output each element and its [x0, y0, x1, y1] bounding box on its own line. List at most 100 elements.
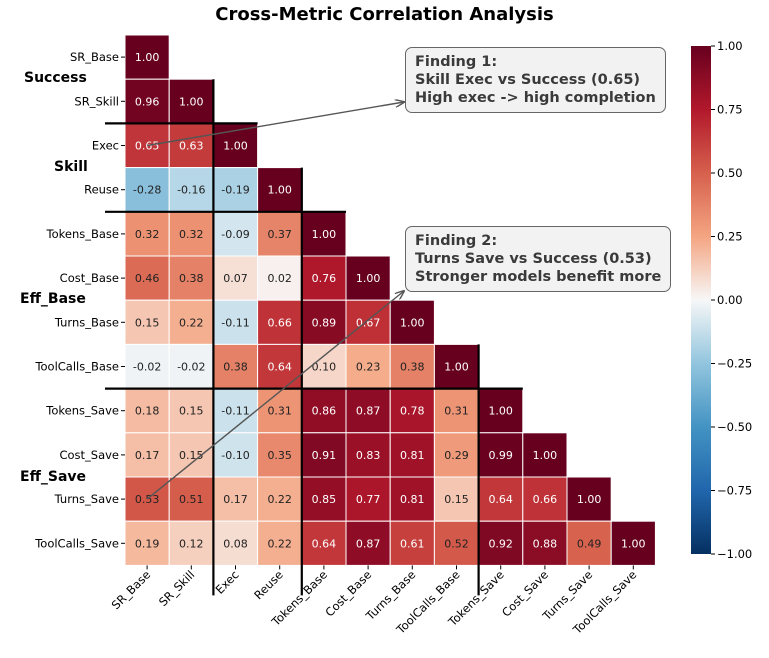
- annotation-arrow: [146, 291, 404, 500]
- cell-value-label: -0.02: [177, 361, 205, 374]
- cell-value-label: 0.87: [356, 405, 381, 418]
- heatmap-cell: [212, 388, 259, 434]
- heatmap-cell: [433, 388, 480, 434]
- cell-value-label: -0.28: [133, 184, 161, 197]
- cell-value-label: -0.11: [221, 405, 249, 418]
- heatmap-cell: [522, 432, 568, 478]
- heatmap-cell: [478, 520, 524, 566]
- cell-value-label: 1.00: [400, 316, 425, 329]
- cell-value-label: 0.99: [488, 449, 513, 462]
- finding-1-line-3: High exec -> high completion: [415, 90, 656, 106]
- y-tick-label: Tokens_Save: [45, 404, 119, 418]
- heatmap-cell: [124, 34, 170, 80]
- heatmap-cell: [124, 476, 170, 522]
- colorbar-tick-label: −0.25: [717, 357, 752, 371]
- colorbar-tick-label: 0.75: [717, 103, 743, 117]
- y-tick-label: ToolCalls_Save: [34, 536, 119, 550]
- colorbar-tick-label: 0.00: [717, 293, 743, 307]
- cell-value-label: 0.61: [400, 537, 425, 550]
- x-tick-label: SR_Base: [109, 568, 154, 613]
- colorbar-tick-label: 0.50: [717, 166, 743, 180]
- heatmap-cell: [389, 520, 435, 566]
- heatmap-cell: [433, 343, 480, 390]
- cell-value-label: -0.19: [221, 184, 249, 197]
- heatmap-cell: [389, 299, 435, 345]
- finding-1-line-1: Finding 1:: [415, 54, 498, 70]
- heatmap-cell: [212, 476, 259, 522]
- cell-value-label: 0.91: [312, 449, 337, 462]
- cell-value-label: 0.10: [312, 361, 337, 374]
- cell-value-label: 0.15: [135, 316, 160, 329]
- colorbar: 1.00 0.75 0.50 0.25 0.00 −0.25 −0.50 −0.75 −1.00: [691, 39, 752, 561]
- heatmap-cell: [168, 167, 214, 213]
- cell-value-label: 0.38: [400, 361, 425, 374]
- cell-value-label: 0.38: [223, 361, 248, 374]
- heatmap-cell: [301, 476, 347, 522]
- heatmap-cell: [168, 122, 214, 169]
- heatmap-cell: [168, 476, 214, 522]
- heatmap-cell: [212, 299, 259, 345]
- cell-value-label: -0.11: [221, 316, 249, 329]
- y-tick-label: Reuse: [84, 183, 119, 197]
- cell-value-label: 1.00: [488, 405, 513, 418]
- annotation-arrow: [146, 102, 404, 147]
- colorbar-tick-label: −1.00: [717, 547, 752, 561]
- cell-value-label: 0.32: [135, 228, 160, 241]
- heatmap-cell: [433, 520, 480, 566]
- cell-value-label: 1.00: [312, 228, 337, 241]
- group-label-eff-base: Eff_Base: [20, 291, 86, 307]
- cell-value-label: 0.31: [444, 405, 469, 418]
- cell-value-label: 0.15: [179, 405, 204, 418]
- y-tick-label: SR_Base: [70, 50, 119, 64]
- colorbar-tick-label: −0.50: [717, 420, 752, 434]
- cell-value-label: 0.32: [179, 228, 204, 241]
- row-labels: SR_Base SR_Skill Exec Reuse Tokens_Base Cost_…: [34, 50, 125, 550]
- cell-value-label: 0.23: [356, 361, 381, 374]
- cell-value-label: 0.81: [400, 493, 425, 506]
- cell-value-label: 0.87: [356, 537, 381, 550]
- annotation-arrows: [146, 102, 404, 500]
- cell-value-label: 1.00: [223, 140, 248, 153]
- finding-2-line-2: Turns Save vs Success (0.53): [415, 251, 652, 267]
- cell-value-label: 0.53: [135, 493, 160, 506]
- heatmap-cell: [301, 299, 347, 345]
- y-tick-label: Turns_Base: [54, 315, 119, 329]
- heatmap-cell: [257, 476, 303, 522]
- cell-value-label: 1.00: [444, 361, 469, 374]
- cell-value-label: 0.17: [223, 493, 248, 506]
- heatmap-cell: [433, 432, 480, 478]
- cell-value-label: 0.64: [312, 537, 337, 550]
- heatmap-cell: [168, 343, 214, 390]
- cell-value-label: 0.22: [179, 316, 204, 329]
- cell-value-label: 0.49: [577, 537, 602, 550]
- y-tick-label: Turns_Save: [54, 492, 119, 506]
- heatmap-cells: 1.00 0.96 1.00 0.65 0.63 1.00 -0.28 -0.16 -0.19 1…: [124, 34, 656, 566]
- y-tick-label: Cost_Save: [59, 448, 119, 462]
- heatmap-cell: [389, 388, 435, 434]
- heatmap-cell: [124, 432, 170, 478]
- y-tick-label: Tokens_Base: [46, 227, 119, 241]
- finding-1-annotation: Finding 1: Skill Exec vs Success (0.65) …: [405, 47, 666, 113]
- cell-value-label: 0.66: [533, 493, 558, 506]
- heatmap-cell: [257, 388, 303, 434]
- heatmap-cell: [168, 255, 214, 301]
- cell-value-label: -0.09: [221, 228, 249, 241]
- y-tick-label: SR_Skill: [74, 94, 119, 108]
- cell-value-label: -0.16: [177, 184, 205, 197]
- heatmap-cell: [389, 432, 435, 478]
- cell-value-label: 0.51: [179, 493, 204, 506]
- heatmap-cell: [610, 520, 656, 566]
- cell-value-label: 0.67: [356, 316, 381, 329]
- heatmap-cell: [345, 432, 391, 478]
- cell-value-label: 0.85: [312, 493, 337, 506]
- x-tick-label: Exec: [213, 568, 242, 597]
- cell-value-label: 0.12: [179, 537, 204, 550]
- cell-value-label: 1.00: [577, 493, 602, 506]
- colorbar-tick-label: 1.00: [717, 39, 743, 53]
- cell-value-label: 0.35: [267, 449, 292, 462]
- cell-value-label: 0.19: [135, 537, 160, 550]
- heatmap-cell: [345, 520, 391, 566]
- cell-value-label: 0.02: [267, 272, 292, 285]
- finding-2-annotation: Finding 2: Turns Save vs Success (0.53) …: [405, 226, 672, 292]
- cell-value-label: 1.00: [135, 51, 160, 64]
